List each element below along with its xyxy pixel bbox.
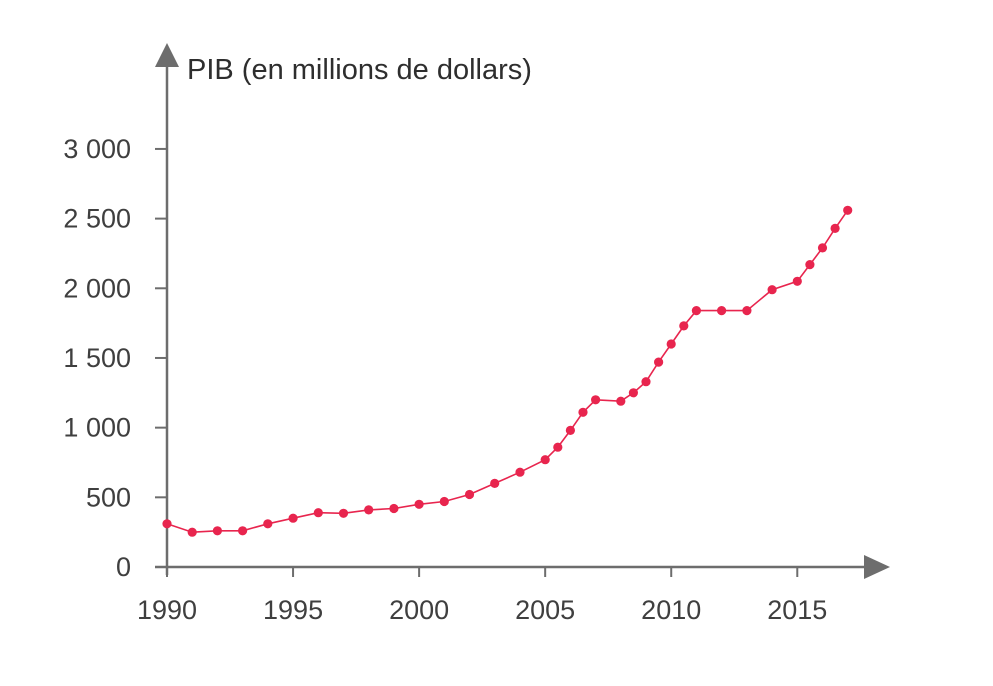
- x-tick-label: 2005: [515, 595, 575, 625]
- x-tick-label: 2010: [641, 595, 701, 625]
- data-point: [364, 505, 374, 515]
- data-point: [187, 527, 197, 537]
- data-point: [439, 496, 449, 507]
- data-point: [742, 306, 752, 316]
- data-point: [654, 357, 664, 367]
- data-point: [338, 508, 349, 518]
- data-point: [792, 276, 802, 286]
- data-point: [540, 455, 550, 465]
- data-point: [578, 407, 588, 417]
- y-axis-arrowhead: [155, 43, 179, 67]
- data-point: [464, 489, 475, 500]
- data-point: [212, 526, 222, 536]
- data-point: [553, 442, 563, 452]
- axes: [155, 43, 890, 579]
- series-line: [166, 209, 849, 534]
- data-point: [767, 285, 777, 295]
- y-tick-label: 2 500: [63, 204, 131, 234]
- x-tick-label: 2015: [767, 595, 827, 625]
- x-tick-label: 1990: [137, 595, 197, 625]
- data-point: [490, 478, 500, 488]
- data-point: [414, 499, 424, 509]
- y-tick-label: 1 000: [63, 413, 131, 443]
- data-point: [830, 223, 840, 233]
- x-tick-label: 1995: [263, 595, 323, 625]
- data-point: [843, 205, 853, 215]
- y-ticks: 0 500 1 000 1 500 2 000 2 500 3 000: [63, 134, 167, 582]
- data-point: [717, 306, 727, 316]
- y-tick-label: 500: [86, 482, 131, 512]
- data-point: [805, 260, 815, 270]
- y-tick-label: 0: [116, 552, 131, 582]
- data-point: [691, 306, 702, 316]
- data-point: [515, 467, 525, 477]
- data-point: [591, 395, 601, 405]
- data-points: [162, 205, 853, 537]
- data-point: [238, 526, 248, 536]
- data-point: [162, 519, 172, 529]
- y-tick-label: 3 000: [63, 134, 131, 164]
- data-point: [616, 396, 626, 406]
- data-point: [389, 503, 399, 514]
- data-point: [628, 388, 639, 398]
- data-point: [817, 243, 828, 253]
- x-tick-label: 2000: [389, 595, 449, 625]
- x-axis-arrowhead: [864, 555, 890, 579]
- y-tick-label: 2 000: [63, 273, 131, 303]
- y-tick-label: 1 500: [63, 343, 131, 373]
- x-ticks: 1990 1995 2000 2005 2010 2015: [137, 567, 827, 625]
- data-point: [263, 519, 273, 529]
- data-point: [679, 321, 689, 331]
- data-point: [313, 508, 323, 518]
- y-axis-title: PIB (en millions de dollars): [187, 54, 532, 86]
- data-point: [666, 339, 676, 349]
- data-point: [565, 425, 576, 435]
- data-point: [641, 377, 651, 387]
- data-point: [288, 513, 298, 523]
